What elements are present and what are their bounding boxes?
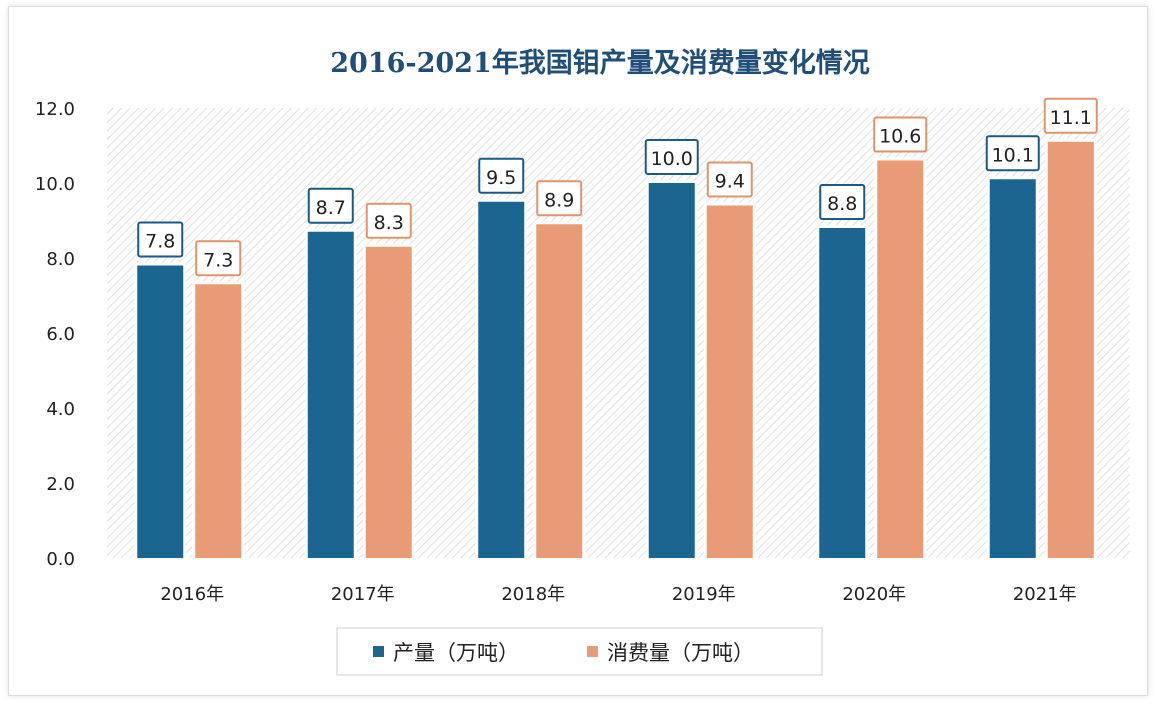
legend-box (336, 627, 823, 676)
data-label-box (985, 135, 1040, 172)
plot-area (107, 108, 1130, 558)
x-tick-label: 2021年 (1013, 584, 1077, 605)
data-label: 10.1 (992, 144, 1034, 166)
legend-label: 产量（万吨） (393, 641, 519, 665)
bar-consumption (365, 246, 412, 558)
data-label: 10.0 (651, 148, 693, 170)
data-label-box (873, 116, 928, 153)
bar-consumption (195, 284, 242, 558)
data-label: 8.9 (544, 189, 574, 211)
x-tick-label: 2020年 (842, 584, 906, 605)
legend-label: 消费量（万吨） (607, 641, 754, 665)
data-label-box (706, 161, 753, 198)
data-label: 7.8 (145, 231, 175, 253)
x-tick-label: 2019年 (672, 584, 736, 605)
y-axis: 0.0 2.0 4.0 6.0 8.0 10.0 12.0 (35, 99, 75, 570)
bar-production (819, 228, 866, 558)
y-tick-label: 10.0 (35, 174, 75, 195)
legend: 产量（万吨） 消费量（万吨） (336, 627, 823, 676)
data-label-box (137, 221, 184, 258)
data-label-box (195, 240, 242, 277)
data-label-box (478, 157, 525, 194)
y-tick-label: 12.0 (35, 99, 75, 120)
bars: 7.8 7.3 8.7 8.3 9.5 8.9 10.0 9.4 8.8 10.6 10.1 11.1 (134, 97, 1098, 558)
y-tick-label: 8.0 (46, 249, 75, 270)
data-label: 8.3 (374, 212, 404, 234)
data-label: 11.1 (1050, 107, 1092, 129)
data-label-box (819, 184, 866, 220)
data-label-box (644, 139, 699, 175)
bar-production (478, 201, 525, 558)
data-label-box (307, 187, 354, 224)
bar-consumption (877, 160, 924, 558)
bar-consumption (1047, 141, 1094, 558)
data-label-box (365, 202, 412, 239)
x-tick-label: 2016年 (160, 584, 224, 605)
y-tick-label: 0.0 (46, 549, 75, 570)
bar-consumption (536, 224, 583, 558)
x-axis: 2016年 2017年 2018年 2019年 2020年 2021年 (160, 584, 1076, 605)
data-label: 8.7 (316, 197, 346, 219)
data-label-box (536, 180, 583, 217)
data-label-box (1043, 97, 1098, 134)
data-label: 9.5 (486, 167, 516, 189)
bar-consumption (706, 205, 753, 558)
data-label: 9.4 (715, 171, 745, 193)
data-label: 8.8 (827, 193, 857, 215)
bar-production (137, 265, 184, 558)
bar-production (307, 231, 354, 558)
y-tick-label: 4.0 (46, 399, 75, 420)
data-label: 10.6 (879, 126, 921, 148)
chart-title: 2016-2021年我国钼产量及消费量变化情况 (330, 47, 870, 79)
x-tick-label: 2017年 (331, 584, 395, 605)
x-tick-label: 2018年 (501, 584, 565, 605)
bar-production (648, 183, 695, 558)
legend-swatch (373, 646, 384, 657)
legend-swatch (587, 646, 598, 657)
y-tick-label: 6.0 (46, 324, 75, 345)
bar-production (989, 179, 1036, 558)
data-label: 7.3 (203, 249, 233, 271)
y-tick-label: 2.0 (46, 474, 75, 495)
